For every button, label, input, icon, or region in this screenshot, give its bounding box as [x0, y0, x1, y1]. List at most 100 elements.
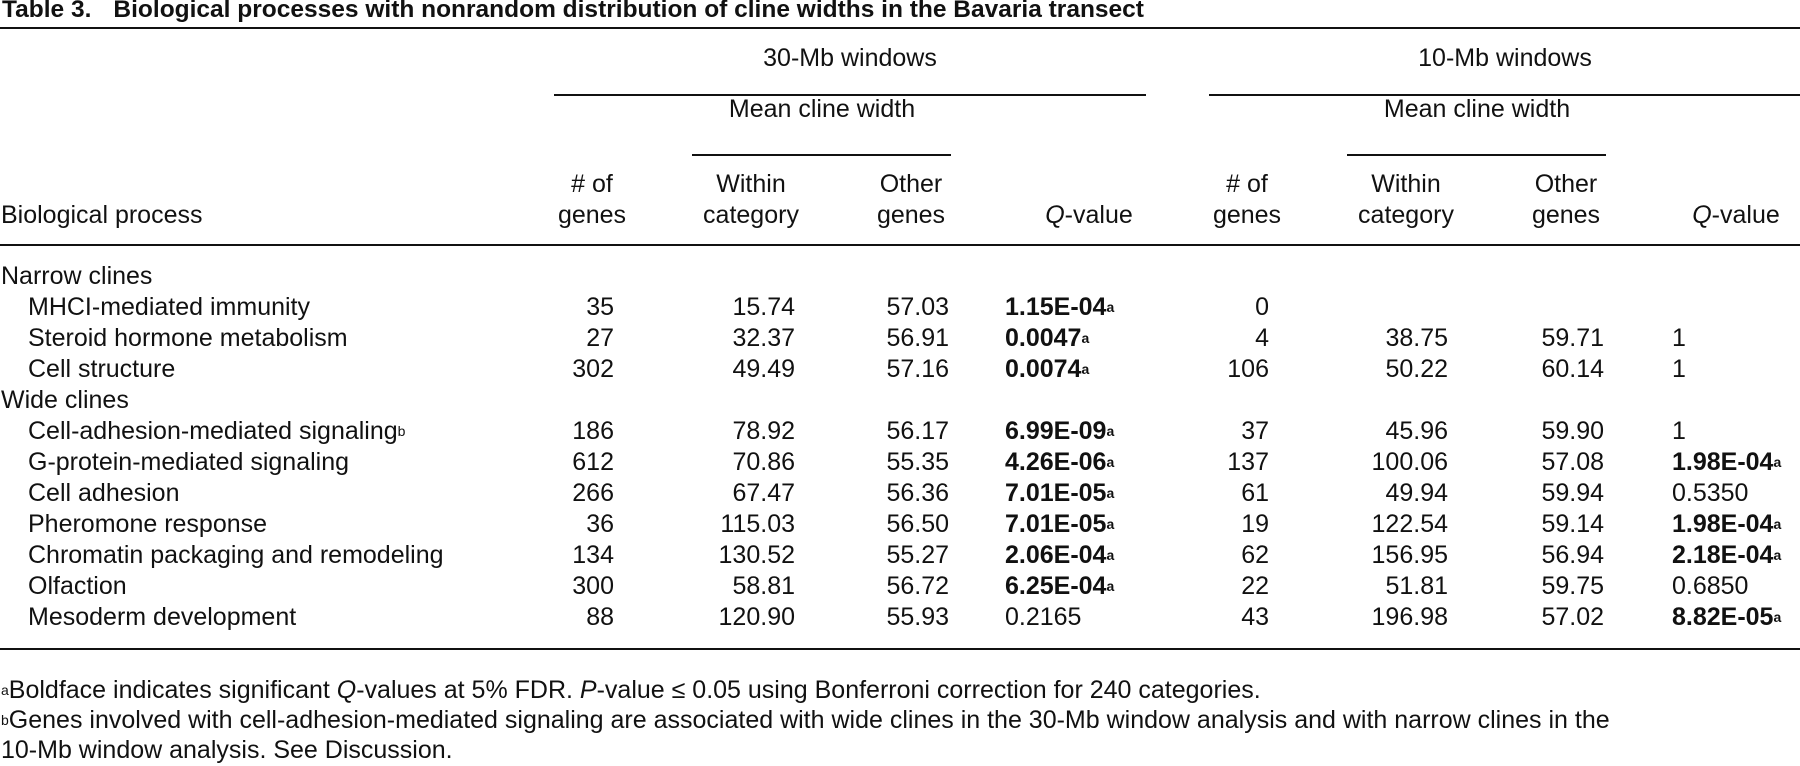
header-within-10: Within [1371, 170, 1441, 198]
other-30-cell: 56.17 [886, 417, 949, 445]
other-10-cell: 56.94 [1541, 541, 1604, 569]
footnote-marker: b [397, 423, 406, 439]
footnote-a: aBoldface indicates significant Q-values… [1, 676, 1261, 704]
genes-10-cell: 43 [1241, 603, 1269, 631]
other-30-cell: 56.72 [886, 572, 949, 600]
header-num-of-10: # of [1226, 170, 1268, 198]
genes-30-cell: 35 [586, 293, 614, 321]
other-30-cell: 55.35 [886, 448, 949, 476]
other-10-cell: 60.14 [1541, 355, 1604, 383]
within-30-cell: 15.74 [732, 293, 795, 321]
significance-marker: a [1106, 547, 1115, 563]
header-genes-10: genes [1212, 201, 1282, 229]
other-30-cell: 55.27 [886, 541, 949, 569]
q-value-30-cell: 0.2165 [1005, 603, 1082, 631]
header-category-30: category [703, 201, 799, 229]
footnote-b: bGenes involved with cell-adhesion-media… [1, 706, 1610, 734]
within-10-cell: 122.54 [1371, 510, 1448, 538]
genes-30-cell: 186 [572, 417, 614, 445]
q-value-30-cell: 0.0047a [1005, 324, 1090, 352]
process-name-cell: Steroid hormone metabolism [28, 324, 348, 352]
top-rule [0, 27, 1800, 29]
other-10-cell: 59.14 [1541, 510, 1604, 538]
q-value-10-cell: 1.98E-04a [1672, 448, 1782, 476]
q-value-30-cell: 2.06E-04a [1005, 541, 1115, 569]
footnote-b-continued: 10-Mb window analysis. See Discussion. [1, 736, 453, 764]
genes-30-cell: 134 [572, 541, 614, 569]
process-name-cell: Olfaction [28, 572, 127, 600]
q-value-30-cell: 7.01E-05a [1005, 510, 1115, 538]
q-value-30-cell: 4.26E-06a [1005, 448, 1115, 476]
other-30-cell: 57.16 [886, 355, 949, 383]
other-10-cell: 59.75 [1541, 572, 1604, 600]
header-mean-cline-width-10: Mean cline width [1383, 95, 1571, 123]
genes-10-cell: 19 [1241, 510, 1269, 538]
genes-30-cell: 36 [586, 510, 614, 538]
header-10mb-windows: 10-Mb windows [1418, 44, 1592, 72]
within-30-cell: 130.52 [718, 541, 795, 569]
header-within-30: Within [716, 170, 786, 198]
genes-10-cell: 4 [1255, 324, 1269, 352]
process-name-cell: Mesoderm development [28, 603, 297, 631]
genes-30-cell: 88 [586, 603, 614, 631]
header-other-30: Other [879, 170, 943, 198]
header-q-value-30: Q-value [1045, 201, 1133, 229]
q-value-30-cell: 7.01E-05a [1005, 479, 1115, 507]
other-10-cell: 59.90 [1541, 417, 1604, 445]
significance-marker: a [1773, 516, 1782, 532]
rule-mean-30 [692, 154, 951, 156]
q-value-10-cell: 0.5350 [1672, 479, 1749, 507]
within-30-cell: 67.47 [732, 479, 795, 507]
genes-30-cell: 302 [572, 355, 614, 383]
within-10-cell: 196.98 [1371, 603, 1448, 631]
other-10-cell: 59.94 [1541, 479, 1604, 507]
q-value-10-cell: 1 [1672, 324, 1686, 352]
header-other-genes-30: genes [876, 201, 946, 229]
genes-30-cell: 266 [572, 479, 614, 507]
genes-10-cell: 62 [1241, 541, 1269, 569]
within-10-cell: 156.95 [1371, 541, 1448, 569]
table-title: Biological processes with nonrandom dist… [113, 0, 1144, 23]
significance-marker: a [1106, 299, 1115, 315]
within-10-cell: 45.96 [1385, 417, 1448, 445]
q-value-30-cell: 0.0074a [1005, 355, 1090, 383]
q-value-30-cell: 1.15E-04a [1005, 293, 1115, 321]
other-30-cell: 56.36 [886, 479, 949, 507]
q-value-10-cell: 2.18E-04a [1672, 541, 1782, 569]
significance-marker: a [1773, 609, 1782, 625]
table-bottom-rule [0, 648, 1800, 650]
q-value-10-cell: 1.98E-04a [1672, 510, 1782, 538]
header-biological-process: Biological process [1, 201, 203, 229]
q-value-10-cell: 8.82E-05a [1672, 603, 1782, 631]
header-bottom-rule [0, 244, 1800, 246]
header-num-of-30: # of [571, 170, 613, 198]
significance-marker: a [1081, 361, 1090, 377]
other-30-cell: 55.93 [886, 603, 949, 631]
within-30-cell: 58.81 [732, 572, 795, 600]
within-30-cell: 49.49 [732, 355, 795, 383]
significance-marker: a [1106, 516, 1115, 532]
table-caption: Table 3. Biological processes with nonran… [2, 0, 1144, 24]
significance-marker: a [1106, 454, 1115, 470]
genes-10-cell: 137 [1227, 448, 1269, 476]
genes-10-cell: 61 [1241, 479, 1269, 507]
significance-marker: a [1773, 547, 1782, 563]
significance-marker: a [1773, 454, 1782, 470]
q-value-10-cell: 1 [1672, 355, 1686, 383]
other-30-cell: 56.50 [886, 510, 949, 538]
within-10-cell: 51.81 [1385, 572, 1448, 600]
section-label: Narrow clines [1, 262, 153, 290]
header-30mb-windows: 30-Mb windows [763, 44, 937, 72]
header-genes-30: genes [557, 201, 627, 229]
within-10-cell: 49.94 [1385, 479, 1448, 507]
within-10-cell: 100.06 [1371, 448, 1448, 476]
q-value-10-cell: 1 [1672, 417, 1686, 445]
process-name-cell: Cell adhesion [28, 479, 180, 507]
header-category-10: category [1358, 201, 1454, 229]
section-label: Wide clines [1, 386, 129, 414]
process-name-cell: Cell structure [28, 355, 176, 383]
other-30-cell: 56.91 [886, 324, 949, 352]
rule-mean-10 [1347, 154, 1606, 156]
q-value-30-cell: 6.99E-09a [1005, 417, 1115, 445]
